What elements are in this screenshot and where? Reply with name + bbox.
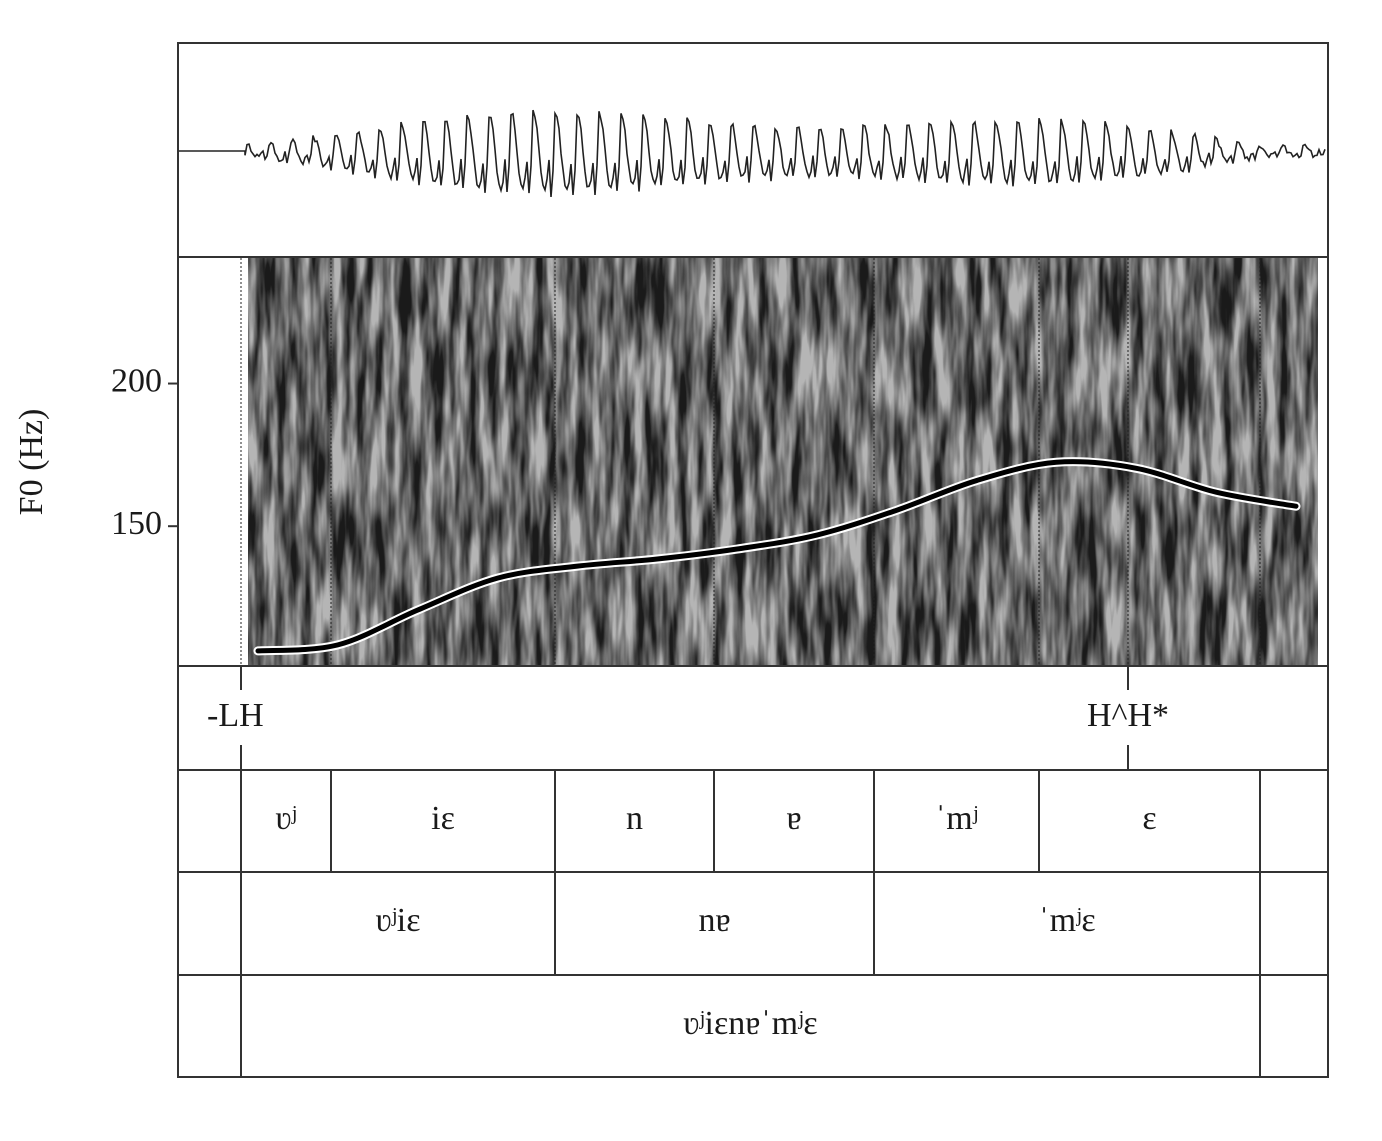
tier-label: ʋʲ [275, 800, 296, 837]
tier-label: ɛ [1142, 800, 1156, 837]
y-axis-label: F0 (Hz) [13, 409, 50, 516]
tier-label: ɐ [786, 800, 801, 837]
f0-curve [255, 459, 1299, 654]
tier-label: ʋʲiɛ [376, 902, 421, 939]
tier-label: ˈmʲ [935, 800, 978, 837]
frame [177, 42, 1329, 1078]
y-tick-label: 200 [111, 362, 162, 399]
tier-label: iɛ [431, 800, 455, 837]
tone-label: -LH [207, 697, 264, 734]
tone-label: H^H* [1087, 697, 1169, 734]
tier-label: ʋʲiɛnɐˈmʲɛ [683, 1005, 817, 1042]
y-tick-label: 150 [111, 505, 162, 542]
spectrogram [248, 258, 1318, 666]
waveform [178, 109, 1326, 198]
tier-label: nɐ [698, 902, 730, 939]
tier-label: ˈmʲɛ [1038, 902, 1095, 939]
tier-label: n [626, 800, 643, 837]
